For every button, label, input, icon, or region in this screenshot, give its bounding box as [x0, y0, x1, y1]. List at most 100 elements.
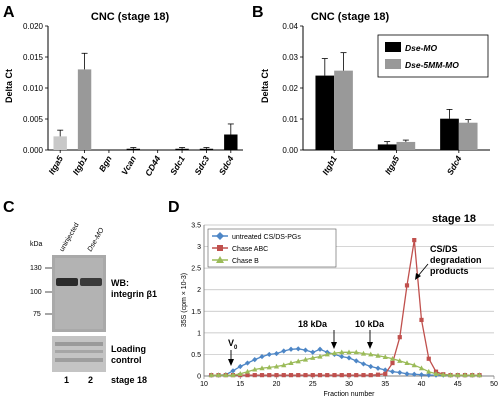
panel-d-point: [237, 363, 243, 370]
panel-b-bar: [396, 141, 416, 150]
panel-d-point: [295, 358, 301, 364]
panel-a-ytick: 0.005: [23, 115, 44, 124]
legend-swatch-dse-5mm-mo: [385, 59, 401, 69]
panel-d-point: [404, 360, 410, 366]
loading-control-label-1: Loading: [111, 344, 146, 354]
panel-d-xtick: 30: [345, 381, 353, 388]
legend-marker-untreated: [216, 232, 224, 240]
panel-b-legend-box: [377, 34, 489, 78]
panel-d-point: [418, 372, 425, 378]
panel-d-ytick: 1: [197, 330, 201, 337]
panel-d-xlabel: Fraction number: [324, 391, 376, 398]
panel-d-point: [317, 373, 323, 378]
panel-d-point: [244, 368, 251, 374]
panel-d-xtick: 40: [418, 381, 426, 388]
panel-d-point: [389, 355, 396, 361]
panel-b-bar: [315, 75, 335, 150]
panel-label-b: B: [252, 4, 264, 21]
panel-d-point: [310, 373, 315, 378]
panel-d-point: [440, 371, 446, 377]
panel-b-category-label: Itgb1: [320, 154, 339, 177]
panel-d-point: [361, 373, 366, 378]
panel-d-point: [252, 366, 258, 372]
panel-d-point: [230, 368, 236, 374]
panel-d-point: [389, 369, 396, 375]
panel-d-series-line: [211, 351, 480, 376]
panel-a-ytick: 0.020: [23, 22, 44, 31]
panel-a-ylabel: Delta Ct: [4, 69, 14, 103]
panel-b-bar: [440, 118, 459, 150]
mw-marker-130: 130: [30, 265, 42, 272]
panel-d-point: [331, 350, 338, 356]
panel-d-point: [230, 372, 236, 378]
panel-d-point: [383, 371, 388, 376]
panel-a-category-label: Itgb1: [70, 154, 89, 177]
panel-d-point: [339, 373, 344, 378]
panel-d-point: [303, 373, 308, 378]
panel-d-chart: stage 18 35S (cpm × 10-3) Fraction numbe…: [181, 213, 498, 398]
panel-b-bar: [458, 122, 478, 150]
legend-label-untreated: untreated CS/DS-PGs: [232, 234, 301, 241]
panel-d-point: [266, 364, 272, 370]
panel-d-xtick: 20: [273, 381, 281, 388]
panel-c-western-blot: uninjected Dse-MO kDa 130 100 75 WB: int…: [30, 222, 157, 385]
panel-b-ytick: 0.00: [282, 146, 298, 155]
legend-label-dse-5mm-mo: Dse-5MM-MO: [405, 60, 459, 70]
panel-d-xtick: 50: [490, 381, 498, 388]
panel-d-point: [375, 365, 381, 371]
panel-d-point: [411, 362, 417, 368]
panel-a-bar: [224, 134, 238, 150]
panel-d-point: [237, 371, 243, 376]
panel-d-ytick: 2.5: [191, 266, 201, 273]
legend-label-chase-b: Chase B: [232, 258, 259, 265]
kda-label: kDa: [30, 241, 43, 248]
panel-d-point: [360, 361, 367, 367]
panel-d-point: [346, 373, 352, 378]
panel-d-point: [353, 358, 359, 364]
loading-control-image: [52, 336, 106, 372]
panel-b-title: CNC (stage 18): [311, 11, 390, 23]
legend-label-dse-mo: Dse-MO: [405, 43, 438, 53]
panel-d-point: [346, 349, 352, 355]
panel-d-point: [274, 373, 279, 378]
panel-d-xtick: 15: [236, 381, 244, 388]
panel-d-point: [244, 360, 251, 366]
panel-d-point: [426, 368, 432, 374]
panel-d-ytick: 3: [197, 244, 201, 251]
panel-d-ytick: 3.5: [191, 223, 201, 230]
annotation-18kda: 18 kDa: [298, 319, 328, 329]
panel-d-ytick: 2: [197, 287, 201, 294]
lane-number-1: 1: [64, 375, 69, 385]
panel-d-point: [397, 358, 403, 363]
panel-b-ylabel: Delta Ct: [260, 69, 270, 103]
panel-d-point: [418, 365, 425, 371]
panel-d-point: [288, 346, 294, 352]
panel-d-point: [426, 372, 432, 378]
panel-b-chart: CNC (stage 18) Delta Ct 0.00 0.01 0.02 0.03…: [260, 11, 490, 177]
mw-marker-75: 75: [33, 311, 41, 318]
annotation-cs-ds-1: CS/DS: [430, 244, 458, 254]
legend-swatch-dse-mo: [385, 42, 401, 52]
panel-label-c: C: [3, 199, 15, 216]
panel-a-category-label: Sdc1: [168, 154, 187, 177]
annotation-10kda: 10 kDa: [355, 319, 385, 329]
panel-d-point: [223, 372, 229, 378]
panel-b-bar: [334, 70, 353, 150]
panel-a-title: CNC (stage 18): [91, 11, 170, 23]
panel-d-point: [281, 362, 287, 368]
panel-d-stage-label: stage 18: [432, 213, 476, 225]
panel-d-point: [404, 371, 410, 377]
lane-number-2: 2: [88, 375, 93, 385]
panel-d-point: [426, 356, 431, 361]
panel-a-ytick: 0.000: [23, 146, 44, 155]
panel-d-point: [368, 351, 374, 357]
panel-d-point: [476, 372, 483, 378]
panel-d-point: [310, 355, 316, 360]
panel-d-point: [259, 353, 265, 360]
panel-d-point: [404, 283, 410, 288]
panel-b-bar: [377, 144, 397, 150]
panel-d-point: [339, 353, 345, 360]
panel-d-point: [412, 238, 417, 243]
panel-d-legend-box: [207, 228, 337, 268]
